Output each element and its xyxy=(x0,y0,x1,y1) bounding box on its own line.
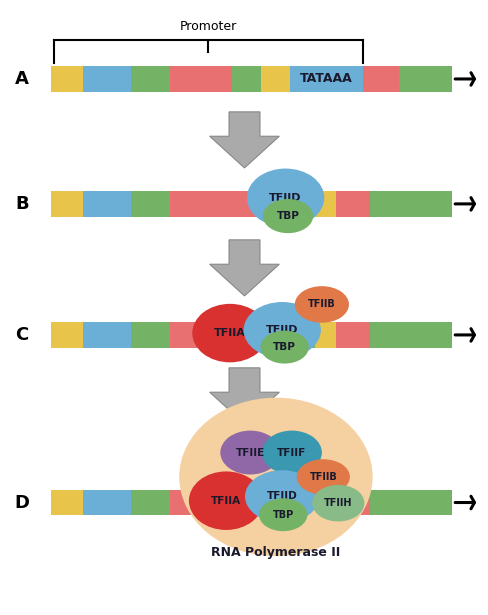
Bar xyxy=(369,490,451,515)
Bar xyxy=(169,490,287,515)
Bar xyxy=(169,322,287,347)
Ellipse shape xyxy=(246,169,324,227)
Bar xyxy=(362,66,398,92)
Ellipse shape xyxy=(244,470,319,523)
Text: TBP: TBP xyxy=(272,510,293,520)
Text: A: A xyxy=(15,70,29,88)
Ellipse shape xyxy=(262,430,321,475)
Bar xyxy=(131,191,169,216)
Bar xyxy=(287,191,314,216)
Text: TATAAA: TATAAA xyxy=(300,73,352,85)
PathPatch shape xyxy=(209,240,279,296)
Text: TFIID: TFIID xyxy=(266,491,297,501)
Bar xyxy=(51,322,82,347)
PathPatch shape xyxy=(209,112,279,168)
Ellipse shape xyxy=(311,485,364,522)
Bar xyxy=(314,191,336,216)
Bar xyxy=(131,322,169,347)
Bar xyxy=(287,322,314,347)
Text: TFIID: TFIID xyxy=(269,192,301,203)
Bar xyxy=(369,191,451,216)
Ellipse shape xyxy=(188,472,263,530)
Bar xyxy=(287,490,314,515)
Ellipse shape xyxy=(192,304,267,362)
Bar xyxy=(336,490,369,515)
Ellipse shape xyxy=(263,199,312,233)
Ellipse shape xyxy=(243,302,320,358)
Text: TFIIE: TFIIE xyxy=(235,448,264,458)
Bar xyxy=(51,66,82,92)
Bar xyxy=(82,66,131,92)
Text: TFIIB: TFIIB xyxy=(307,300,335,309)
PathPatch shape xyxy=(209,368,279,424)
Bar xyxy=(82,191,131,216)
Ellipse shape xyxy=(260,331,308,363)
Text: TFIIF: TFIIF xyxy=(277,448,306,458)
Text: C: C xyxy=(16,326,29,344)
Bar xyxy=(290,66,362,92)
Bar xyxy=(169,66,232,92)
Bar xyxy=(131,66,169,92)
Text: Promoter: Promoter xyxy=(179,20,236,33)
Bar xyxy=(336,322,369,347)
Text: TBP: TBP xyxy=(273,342,295,352)
Ellipse shape xyxy=(259,498,307,531)
Text: TFIIA: TFIIA xyxy=(211,496,241,506)
Bar xyxy=(51,490,82,515)
Bar xyxy=(82,490,131,515)
Text: TFIIH: TFIIH xyxy=(324,498,352,508)
Ellipse shape xyxy=(179,398,372,556)
Ellipse shape xyxy=(220,430,280,475)
Bar xyxy=(131,490,169,515)
Bar xyxy=(314,322,336,347)
Text: TFIIA: TFIIA xyxy=(214,328,245,338)
Text: TBP: TBP xyxy=(276,211,299,221)
Bar xyxy=(261,66,290,92)
Bar xyxy=(51,191,82,216)
Bar xyxy=(169,191,287,216)
Text: B: B xyxy=(15,195,29,213)
Text: TFIID: TFIID xyxy=(265,325,298,335)
Bar xyxy=(398,66,451,92)
Bar xyxy=(336,191,369,216)
Text: RNA Polymerase II: RNA Polymerase II xyxy=(211,546,340,559)
Bar xyxy=(369,322,451,347)
Bar xyxy=(314,490,336,515)
Text: TFIIB: TFIIB xyxy=(309,472,337,482)
Bar xyxy=(82,322,131,347)
Bar xyxy=(232,66,261,92)
Ellipse shape xyxy=(294,286,348,323)
Ellipse shape xyxy=(296,459,349,494)
Text: D: D xyxy=(15,493,30,512)
